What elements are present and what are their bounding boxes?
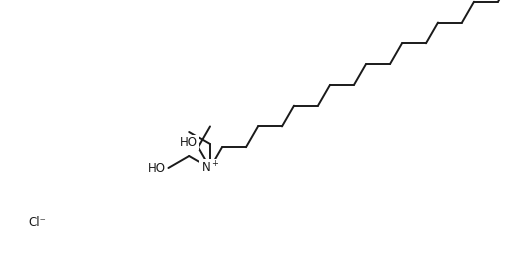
Text: HO: HO <box>180 136 198 149</box>
Text: HO: HO <box>148 161 165 175</box>
Text: $\mathregular{N}^+$: $\mathregular{N}^+$ <box>201 160 219 176</box>
Text: Cl⁻: Cl⁻ <box>28 216 46 229</box>
